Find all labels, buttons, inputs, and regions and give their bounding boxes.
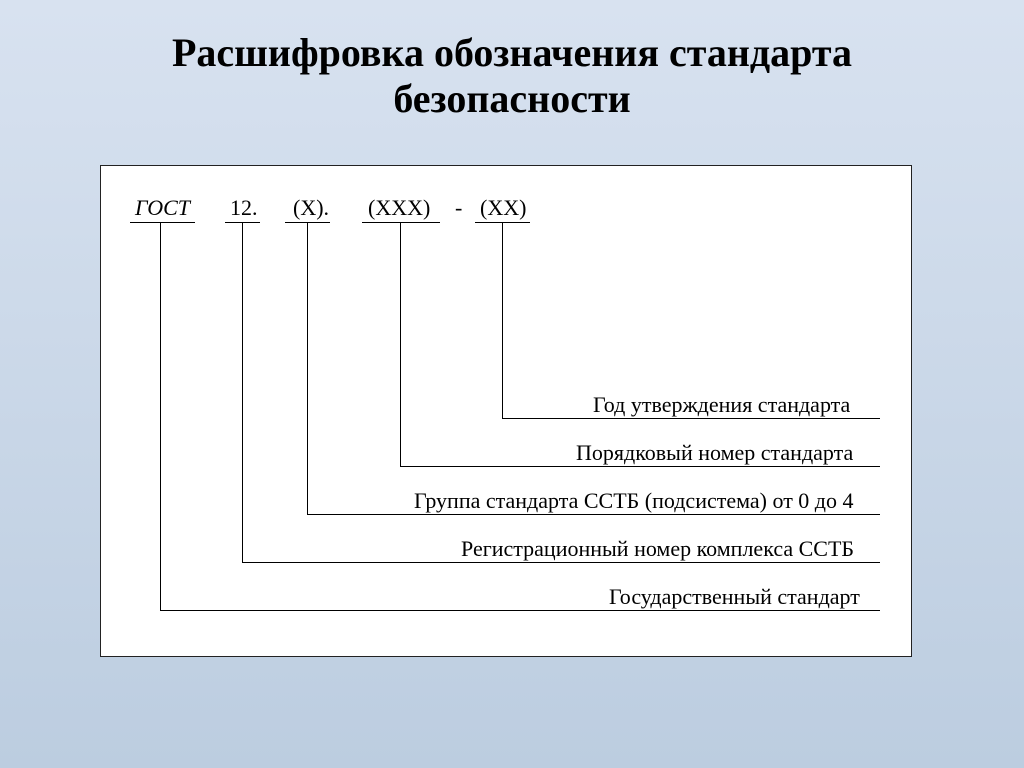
connector-v-l4 — [502, 222, 503, 418]
title-line-1: Расшифровка обозначения стандарта — [172, 30, 852, 75]
label-l1: Регистрационный номер комплекса ССТБ — [461, 536, 854, 562]
label-l3: Порядковый номер стандарта — [576, 440, 853, 466]
label-l0: Государственный стандарт — [609, 584, 860, 610]
slide-title: Расшифровка обозначения стандарта безопа… — [0, 30, 1024, 122]
code-part-p3: (XXX) — [368, 195, 430, 221]
connector-h-l0 — [160, 610, 880, 611]
connector-v-l0 — [160, 222, 161, 610]
slide: Расшифровка обозначения стандарта безопа… — [0, 0, 1024, 768]
code-underline-p3 — [362, 222, 440, 223]
connector-v-l3 — [400, 222, 401, 466]
code-part-p1: 12. — [230, 195, 258, 221]
label-l2: Группа стандарта ССТБ (подсистема) от 0 … — [414, 488, 854, 514]
connector-h-l3 — [400, 466, 880, 467]
code-underline-p0 — [130, 222, 195, 223]
connector-h-l4 — [502, 418, 880, 419]
code-part-p2: (X). — [293, 195, 329, 221]
connector-v-l2 — [307, 222, 308, 514]
connector-h-l2 — [307, 514, 880, 515]
code-part-dash: - — [455, 195, 462, 221]
code-part-p0: ГОСТ — [135, 195, 190, 221]
connector-v-l1 — [242, 222, 243, 562]
code-part-p4: (XX) — [480, 195, 526, 221]
connector-h-l1 — [242, 562, 880, 563]
title-line-2: безопасности — [393, 76, 630, 121]
label-l4: Год утверждения стандарта — [593, 392, 850, 418]
